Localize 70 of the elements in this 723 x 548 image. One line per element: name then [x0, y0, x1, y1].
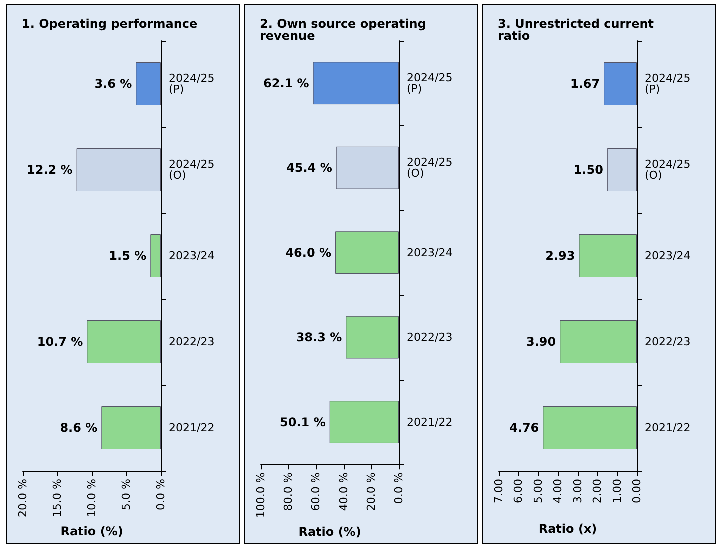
y-tick-label: 2021/22: [407, 416, 453, 429]
x-tick-label: 6.00: [512, 479, 526, 504]
y-tick-label: 2023/24: [407, 246, 453, 260]
bar: [330, 401, 399, 444]
chart-title: 2. Own source operating revenue: [260, 17, 431, 43]
bar: [313, 62, 399, 105]
chart-title: 3. Unrestricted current ratio: [498, 17, 658, 43]
data-label: 10.7 %: [37, 335, 84, 349]
bar: [604, 62, 637, 106]
data-label: 4.76: [510, 421, 540, 435]
y-tick-label: 2024/25 (O): [169, 158, 218, 182]
bar: [136, 62, 161, 106]
data-label: 45.4 %: [286, 161, 332, 176]
chart-title: 1. Operating performance: [22, 17, 198, 31]
x-tick-label: 10.0 %: [86, 479, 98, 518]
x-tick-label: 0.0 %: [154, 479, 168, 510]
x-tick-label: 100.0 %: [254, 472, 268, 518]
y-tick-label: 2024/25 (P): [407, 71, 456, 96]
y-tick-label: 2024/25 (O): [645, 158, 694, 182]
bar: [150, 234, 161, 278]
y-tick-label: 2021/22: [645, 422, 691, 434]
y-tick-label: 2023/24: [645, 250, 691, 262]
bar: [579, 234, 637, 278]
bar: [336, 146, 399, 190]
data-label: 3.6 %: [94, 77, 132, 91]
x-tick-label: 2.00: [591, 479, 604, 504]
y-tick-label: 2024/25 (P): [645, 72, 694, 96]
data-label: 46.0 %: [286, 246, 332, 260]
data-label: 2.93: [546, 249, 576, 263]
data-label: 1.5 %: [109, 249, 147, 263]
y-tick-label: 2024/25 (P): [169, 72, 218, 96]
x-tick-label: 7.00: [492, 479, 506, 504]
data-label: 50.1 %: [280, 415, 326, 430]
x-axis-title: Ratio (x): [538, 522, 598, 536]
data-label: 1.50: [574, 163, 604, 177]
x-tick-label: 60.0 %: [310, 472, 323, 512]
x-tick-label: 40.0 %: [337, 472, 350, 512]
bar: [346, 316, 399, 359]
x-tick-label: 4.00: [552, 479, 565, 504]
bar: [543, 406, 637, 450]
x-axis-title: Ratio (%): [298, 525, 362, 539]
x-tick-label: 15.0 %: [51, 479, 64, 518]
data-label: 1.67: [570, 77, 600, 91]
y-tick-label: 2022/23: [169, 336, 215, 348]
bar: [607, 148, 637, 192]
x-axis-title: Ratio (%): [60, 524, 124, 538]
y-tick-label: 2024/25 (O): [407, 156, 456, 180]
bar: [336, 232, 399, 274]
x-tick-label: 0.00: [630, 479, 644, 504]
data-label: 8.6 %: [60, 421, 98, 435]
x-tick-label: 5.0 %: [120, 479, 133, 510]
y-tick-label: 2022/23: [407, 331, 453, 344]
x-tick-label: 1.00: [610, 479, 624, 504]
x-tick-label: 0.0 %: [392, 472, 406, 504]
bar: [102, 406, 161, 450]
y-tick-label: 2022/23: [645, 336, 691, 348]
data-label: 38.3 %: [296, 330, 342, 345]
x-tick-label: 3.00: [571, 479, 584, 504]
data-label: 12.2 %: [27, 163, 73, 177]
x-tick-label: 5.00: [532, 479, 545, 504]
y-tick-label: 2021/22: [169, 422, 215, 434]
x-tick-label: 20.0 %: [364, 472, 378, 512]
x-tick-label: 20.0 %: [16, 479, 30, 518]
data-label: 3.90: [526, 335, 556, 349]
bar: [76, 148, 161, 192]
bar: [560, 320, 637, 364]
y-tick-label: 2023/24: [169, 250, 215, 262]
bar: [87, 320, 161, 364]
x-tick-label: 80.0 %: [282, 472, 296, 512]
data-label: 62.1 %: [263, 76, 310, 90]
